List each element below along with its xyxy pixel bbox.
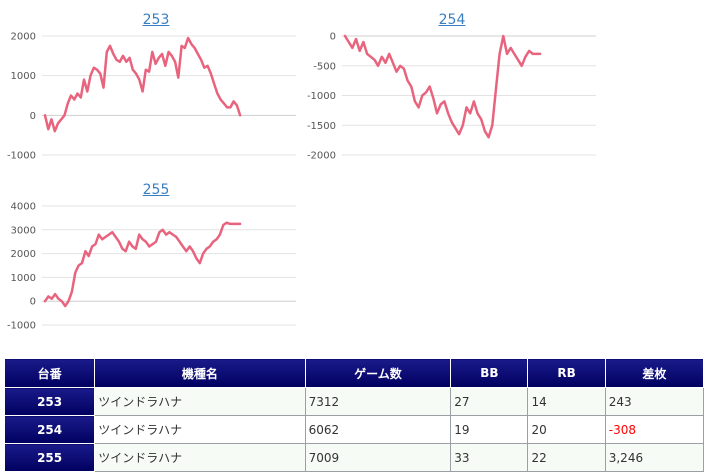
chart-255: 4000 3000 2000 1000 0 -1000 [7, 202, 296, 332]
y-tick-label: 2000 [11, 249, 36, 260]
chart-255-axes: 4000 3000 2000 1000 0 -1000 [7, 202, 296, 332]
chart-253-axes: 2000 1000 0 -1000 [7, 32, 296, 162]
chart-254-line [343, 34, 542, 139]
chart-title-255[interactable]: 255 [142, 182, 170, 198]
chart-title-254[interactable]: 254 [438, 12, 466, 28]
table-header-row: 台番 機種名 ゲーム数 BB RB 差枚 [3, 358, 705, 388]
col-header-diff: 差枚 [604, 358, 705, 388]
col-header-number: 台番 [3, 358, 96, 388]
y-tick-label: 1000 [11, 71, 36, 82]
cell-games: 7312 [304, 387, 452, 416]
y-tick-label: 2000 [11, 32, 36, 43]
cell-diff: -308 [604, 415, 705, 444]
y-tick-label: -1000 [307, 91, 336, 102]
machine-data-table: 台番 機種名 ゲーム数 BB RB 差枚 253 ツインドラハナ 7312 27… [3, 358, 705, 472]
table-row[interactable]: 255 ツインドラハナ 7009 33 22 3,246 [3, 443, 705, 472]
chart-254-axes: 0 -500 -1000 -1500 -2000 [307, 32, 596, 162]
cell-rb: 20 [527, 415, 606, 444]
y-tick-label: -1500 [307, 121, 336, 132]
col-header-bb: BB [450, 358, 529, 388]
chart-254: 0 -500 -1000 -1500 -2000 [307, 32, 596, 162]
col-header-rb: RB [527, 358, 606, 388]
y-tick-label: 4000 [11, 202, 36, 213]
y-tick-label: -1000 [7, 321, 36, 332]
cell-bb: 33 [450, 443, 529, 472]
y-tick-label: -500 [313, 61, 336, 72]
chart-title-253[interactable]: 253 [142, 12, 170, 28]
y-tick-label: 1000 [11, 273, 36, 284]
cell-machine-name: ツインドラハナ [94, 443, 306, 472]
y-tick-label: -1000 [7, 151, 36, 162]
y-tick-label: -2000 [307, 151, 336, 162]
col-header-games: ゲーム数 [304, 358, 452, 388]
cell-diff: 243 [604, 387, 705, 416]
cell-rb: 14 [527, 387, 606, 416]
y-tick-label: 3000 [11, 225, 36, 236]
table-row[interactable]: 253 ツインドラハナ 7312 27 14 243 [3, 387, 705, 416]
table-row[interactable]: 254 ツインドラハナ 6062 19 20 -308 [3, 415, 705, 444]
cell-number[interactable]: 254 [3, 415, 96, 444]
chart-253: 2000 1000 0 -1000 [7, 32, 296, 162]
cell-machine-name: ツインドラハナ [94, 415, 306, 444]
cell-bb: 27 [450, 387, 529, 416]
y-tick-label: 0 [330, 32, 336, 43]
cell-number[interactable]: 255 [3, 443, 96, 472]
cell-number[interactable]: 253 [3, 387, 96, 416]
cell-bb: 19 [450, 415, 529, 444]
col-header-machine-name: 機種名 [94, 358, 306, 388]
cell-games: 6062 [304, 415, 452, 444]
cell-machine-name: ツインドラハナ [94, 387, 306, 416]
cell-diff: 3,246 [604, 443, 705, 472]
cell-rb: 22 [527, 443, 606, 472]
cell-games: 7009 [304, 443, 452, 472]
chart-255-line [43, 221, 242, 308]
chart-253-line [43, 36, 242, 133]
y-tick-label: 0 [30, 111, 36, 122]
y-tick-label: 0 [30, 297, 36, 308]
